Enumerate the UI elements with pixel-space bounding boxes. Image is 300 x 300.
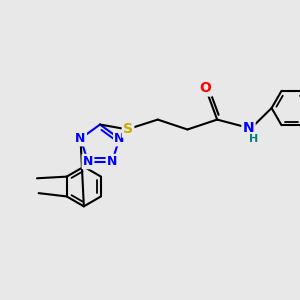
Text: N: N	[243, 121, 254, 135]
Text: N: N	[114, 132, 124, 145]
Text: O: O	[200, 81, 212, 95]
Text: N: N	[83, 155, 93, 168]
Text: N: N	[75, 132, 86, 145]
Text: S: S	[123, 122, 133, 136]
Text: H: H	[249, 134, 258, 144]
Text: N: N	[107, 155, 117, 168]
